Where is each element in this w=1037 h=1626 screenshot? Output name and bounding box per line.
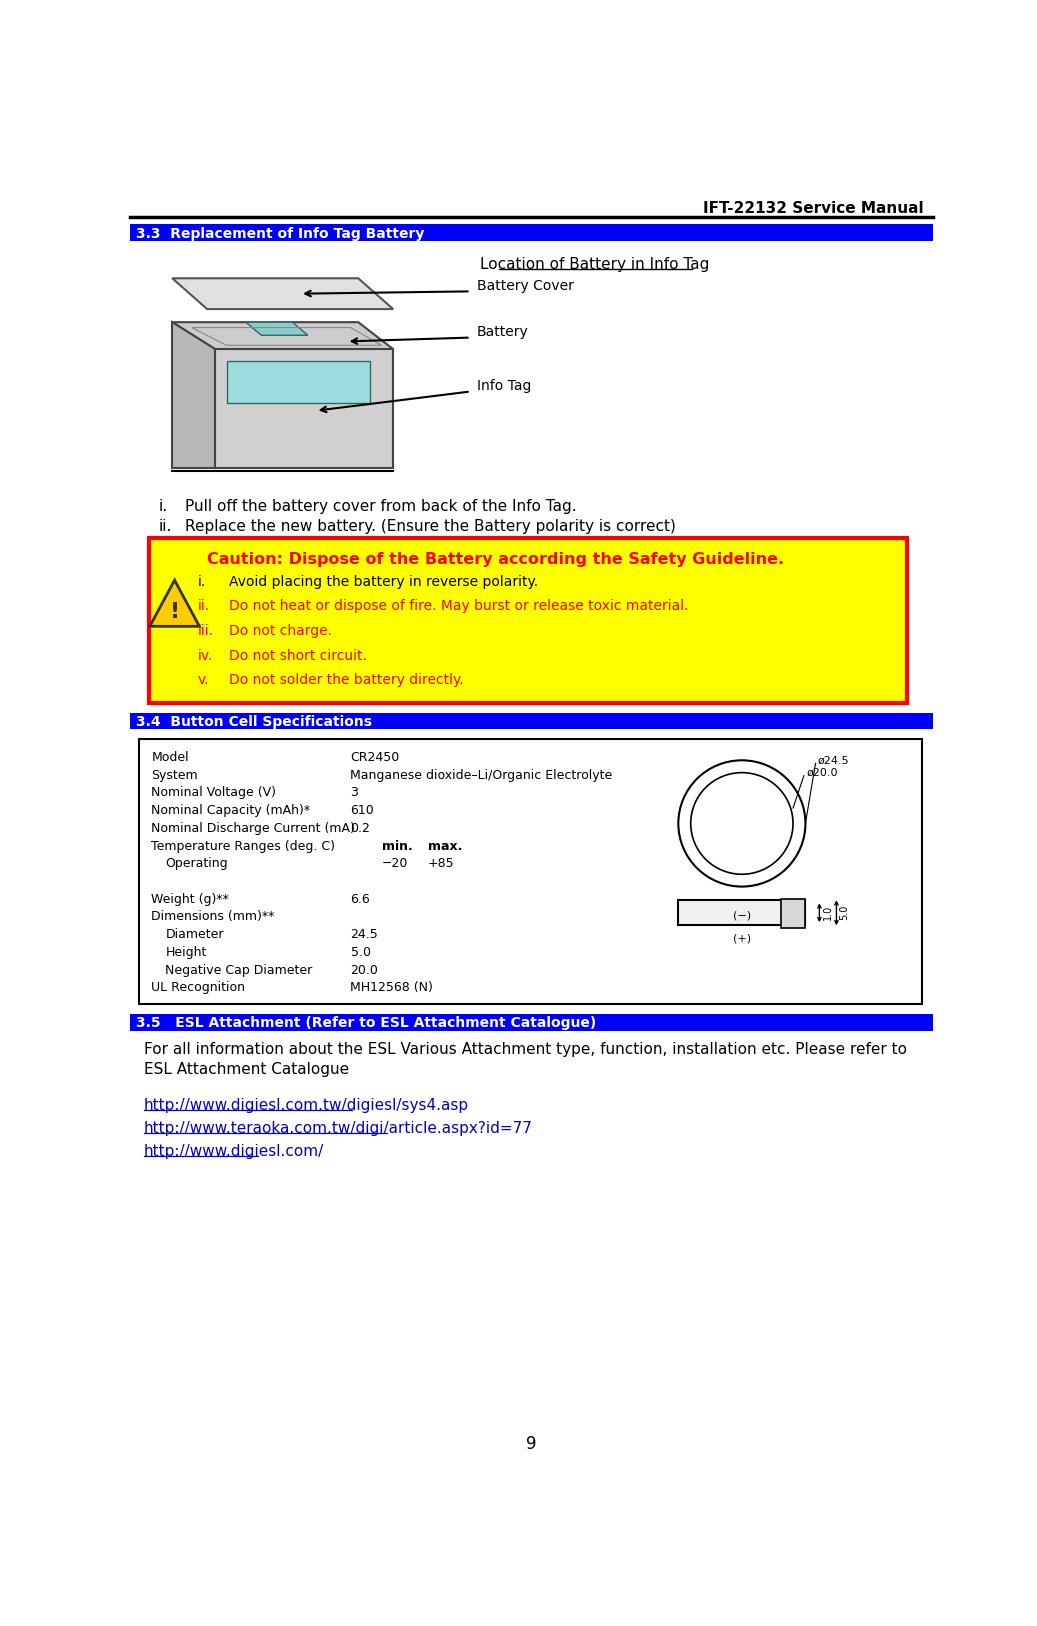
Text: ESL Attachment Catalogue: ESL Attachment Catalogue — [143, 1062, 348, 1076]
Polygon shape — [172, 322, 215, 468]
Text: Info Tag: Info Tag — [477, 379, 531, 393]
Text: min.: min. — [382, 839, 413, 852]
Polygon shape — [226, 361, 370, 403]
Text: Battery: Battery — [477, 325, 529, 340]
Text: Do not solder the battery directly.: Do not solder the battery directly. — [229, 673, 464, 688]
Text: Model: Model — [151, 751, 189, 764]
Text: For all information about the ESL Various Attachment type, function, installatio: For all information about the ESL Variou… — [143, 1042, 906, 1057]
Text: Negative Cap Diameter: Negative Cap Diameter — [165, 964, 312, 977]
Text: Avoid placing the battery in reverse polarity.: Avoid placing the battery in reverse pol… — [229, 574, 538, 589]
Text: 0.2: 0.2 — [351, 821, 370, 834]
Text: Nominal Capacity (mAh)*: Nominal Capacity (mAh)* — [151, 805, 310, 818]
Text: (+): (+) — [733, 933, 751, 945]
Text: 1.0: 1.0 — [822, 906, 833, 920]
Text: 3.5   ESL Attachment (Refer to ESL Attachment Catalogue): 3.5 ESL Attachment (Refer to ESL Attachm… — [136, 1016, 596, 1029]
Text: Location of Battery in Info Tag: Location of Battery in Info Tag — [480, 257, 709, 272]
Text: Weight (g)**: Weight (g)** — [151, 893, 229, 906]
Text: 3.3  Replacement of Info Tag Battery: 3.3 Replacement of Info Tag Battery — [136, 226, 424, 241]
Text: ø20.0: ø20.0 — [806, 767, 838, 777]
FancyBboxPatch shape — [781, 899, 806, 928]
Text: +85: +85 — [428, 857, 454, 870]
FancyBboxPatch shape — [678, 901, 806, 925]
Text: ii.: ii. — [198, 600, 209, 613]
Text: Pull off the battery cover from back of the Info Tag.: Pull off the battery cover from back of … — [186, 499, 577, 514]
Text: Dimensions (mm)**: Dimensions (mm)** — [151, 911, 275, 924]
Text: 9: 9 — [526, 1434, 536, 1452]
Text: 3: 3 — [351, 787, 359, 800]
FancyBboxPatch shape — [130, 712, 933, 730]
Text: 24.5: 24.5 — [351, 928, 379, 941]
Text: v.: v. — [198, 673, 209, 688]
Text: Do not short circuit.: Do not short circuit. — [229, 649, 367, 663]
Text: Do not charge.: Do not charge. — [229, 624, 332, 637]
Text: i.: i. — [159, 499, 168, 514]
FancyBboxPatch shape — [139, 738, 922, 1005]
Polygon shape — [215, 350, 393, 468]
Text: Battery Cover: Battery Cover — [477, 280, 573, 293]
Text: (−): (−) — [733, 911, 751, 920]
Text: 5.0: 5.0 — [840, 906, 849, 920]
Text: http://www.teraoka.com.tw/digi/article.aspx?id=77: http://www.teraoka.com.tw/digi/article.a… — [143, 1120, 532, 1135]
Text: http://www.digiesl.com.tw/digiesl/sys4.asp: http://www.digiesl.com.tw/digiesl/sys4.a… — [143, 1098, 469, 1112]
Polygon shape — [246, 322, 308, 335]
FancyBboxPatch shape — [130, 1013, 933, 1031]
Text: Replace the new battery. (Ensure the Battery polarity is correct): Replace the new battery. (Ensure the Bat… — [186, 519, 676, 535]
Text: max.: max. — [428, 839, 463, 852]
Polygon shape — [172, 322, 393, 350]
Text: IFT-22132 Service Manual: IFT-22132 Service Manual — [703, 202, 924, 216]
Text: Nominal Voltage (V): Nominal Voltage (V) — [151, 787, 276, 800]
Text: http://www.digiesl.com/: http://www.digiesl.com/ — [143, 1143, 324, 1159]
Polygon shape — [149, 580, 199, 626]
Text: 610: 610 — [351, 805, 374, 818]
Text: Manganese dioxide–Li/Organic Electrolyte: Manganese dioxide–Li/Organic Electrolyte — [351, 769, 613, 782]
Text: 6.6: 6.6 — [351, 893, 370, 906]
Polygon shape — [172, 278, 393, 309]
Text: Temperature Ranges (deg. C): Temperature Ranges (deg. C) — [151, 839, 335, 852]
Text: iv.: iv. — [198, 649, 214, 663]
Text: 3.4  Button Cell Specifications: 3.4 Button Cell Specifications — [136, 715, 372, 728]
FancyBboxPatch shape — [130, 224, 933, 241]
Text: UL Recognition: UL Recognition — [151, 980, 246, 993]
Text: iii.: iii. — [198, 624, 214, 637]
Text: MH12568 (N): MH12568 (N) — [351, 980, 433, 993]
Text: Height: Height — [165, 946, 206, 959]
Text: Operating: Operating — [165, 857, 228, 870]
Text: Diameter: Diameter — [165, 928, 224, 941]
Text: CR2450: CR2450 — [351, 751, 399, 764]
FancyBboxPatch shape — [149, 538, 907, 704]
Text: Nominal Discharge Current (mA): Nominal Discharge Current (mA) — [151, 821, 356, 834]
Text: −20: −20 — [382, 857, 408, 870]
Text: i.: i. — [198, 574, 206, 589]
Text: ø24.5: ø24.5 — [818, 756, 849, 766]
Text: 5.0: 5.0 — [351, 946, 370, 959]
Text: Caution: Dispose of the Battery according the Safety Guideline.: Caution: Dispose of the Battery accordin… — [207, 551, 784, 566]
Text: !: ! — [169, 603, 179, 623]
Text: Do not heat or dispose of fire. May burst or release toxic material.: Do not heat or dispose of fire. May burs… — [229, 600, 689, 613]
Text: System: System — [151, 769, 198, 782]
Text: ii.: ii. — [159, 519, 172, 535]
Text: 20.0: 20.0 — [351, 964, 379, 977]
